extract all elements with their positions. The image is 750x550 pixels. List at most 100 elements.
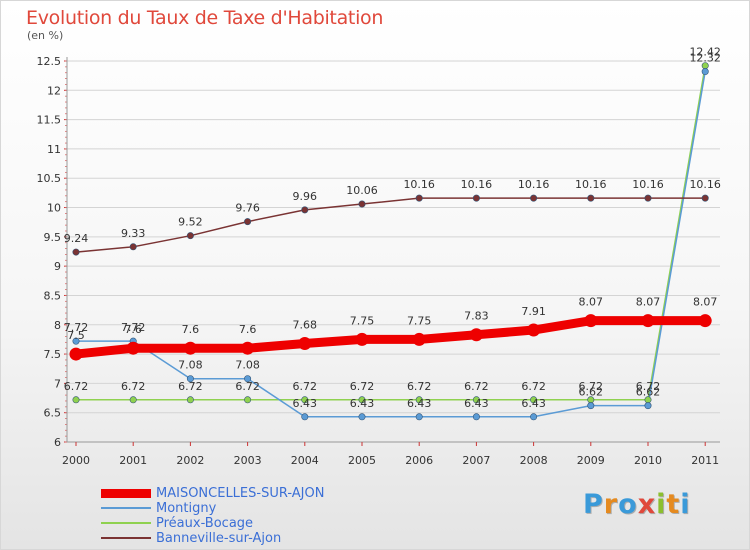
- data-label: 9.33: [121, 227, 146, 240]
- data-label: 10.16: [461, 178, 493, 191]
- data-point: [415, 194, 423, 202]
- data-label: 7.08: [235, 359, 260, 372]
- data-point: [186, 396, 194, 404]
- series-line-maisoncelles-sur-ajon: [71, 316, 710, 359]
- legend-swatch: [101, 522, 151, 524]
- data-label: 10.16: [575, 178, 607, 191]
- data-point: [415, 396, 423, 404]
- data-label: 6.72: [121, 380, 146, 393]
- data-label: 7.6: [124, 323, 142, 336]
- data-point: [244, 396, 252, 404]
- data-label: 6.72: [636, 380, 661, 393]
- data-point: [301, 396, 309, 404]
- data-label: 7.72: [64, 321, 89, 334]
- logo-letter: o: [618, 489, 638, 520]
- data-label: 6.43: [521, 397, 546, 410]
- x-tick-label: 2009: [577, 454, 605, 467]
- data-point: [358, 413, 366, 421]
- data-point: [472, 413, 480, 421]
- data-label: 7.6: [182, 323, 200, 336]
- x-tick-label: 2008: [520, 454, 548, 467]
- data-point: [530, 396, 538, 404]
- data-point: [644, 194, 652, 202]
- data-point: [129, 396, 137, 404]
- legend-swatch: [101, 537, 151, 539]
- data-point: [183, 341, 197, 355]
- series-line-montigny: [75, 70, 706, 418]
- unit-label: (en %): [27, 29, 64, 42]
- data-label: 9.52: [178, 216, 203, 229]
- data-point: [298, 337, 312, 351]
- legend-label: Montigny: [156, 501, 217, 516]
- data-label: 12.42: [689, 46, 721, 59]
- data-label: 7.68: [293, 319, 318, 332]
- legend-swatch: [101, 488, 151, 498]
- y-tick-label: 12.5: [37, 55, 62, 68]
- data-label: 6.62: [579, 386, 604, 399]
- y-tick-label: 6.5: [44, 407, 62, 420]
- y-tick-label: 9.5: [44, 231, 62, 244]
- data-label: 6.62: [636, 386, 661, 399]
- data-label: 7.6: [239, 323, 257, 336]
- data-label: 9.24: [64, 232, 89, 245]
- data-point: [415, 413, 423, 421]
- data-point: [472, 396, 480, 404]
- series-line-pr-aux-bocage: [75, 64, 706, 401]
- x-tick-label: 2001: [119, 454, 147, 467]
- series-line-banneville-sur-ajon: [75, 197, 706, 253]
- y-tick-label: 7: [54, 377, 61, 390]
- legend-label: Préaux-Bocage: [156, 516, 254, 531]
- data-label: 6.72: [64, 380, 89, 393]
- data-label: 8.07: [693, 296, 718, 309]
- data-label: 6.43: [407, 397, 432, 410]
- x-tick-label: 2005: [348, 454, 376, 467]
- y-tick-label: 11: [47, 143, 61, 156]
- data-point: [472, 194, 480, 202]
- data-label: 7.75: [350, 314, 375, 327]
- y-tick-label: 9: [54, 260, 61, 273]
- data-point: [244, 375, 252, 383]
- chart-title: Evolution du Taux de Taxe d'Habitation: [26, 7, 384, 29]
- data-point: [126, 341, 140, 355]
- y-tick-label: 10.5: [37, 172, 62, 185]
- data-point: [301, 206, 309, 214]
- data-point: [644, 402, 652, 410]
- x-tick-label: 2011: [691, 454, 719, 467]
- data-point: [587, 194, 595, 202]
- y-tick-label: 10: [47, 202, 61, 215]
- data-label: 8.07: [579, 296, 604, 309]
- data-point: [584, 314, 598, 328]
- data-label: 6.72: [350, 380, 375, 393]
- data-label: 7.08: [178, 359, 203, 372]
- logo-letter: r: [603, 489, 619, 520]
- y-tick-label: 8: [54, 319, 61, 332]
- x-tick-label: 2010: [634, 454, 662, 467]
- data-point: [301, 413, 309, 421]
- data-point: [469, 328, 483, 342]
- y-tick-label: 6: [54, 436, 61, 449]
- y-tick-label: 7.5: [44, 348, 62, 361]
- data-label: 6.72: [293, 380, 318, 393]
- logo-letter: t: [666, 489, 681, 520]
- data-point: [69, 347, 83, 361]
- data-label: 6.72: [407, 380, 432, 393]
- data-point: [355, 332, 369, 346]
- data-label: 6.43: [350, 397, 375, 410]
- data-point: [530, 413, 538, 421]
- data-point: [701, 194, 709, 202]
- logo-letter: i: [680, 489, 691, 520]
- x-tick-label: 2000: [62, 454, 90, 467]
- data-point: [530, 194, 538, 202]
- data-point: [412, 332, 426, 346]
- x-tick-label: 2006: [405, 454, 433, 467]
- data-label: 10.06: [346, 184, 378, 197]
- legend-label: Banneville-sur-Ajon: [156, 531, 282, 546]
- data-label: 6.72: [235, 380, 260, 393]
- data-label: 12.32: [689, 52, 721, 65]
- y-tick-label: 8.5: [44, 289, 62, 302]
- data-point: [244, 218, 252, 226]
- data-label: 6.43: [293, 397, 318, 410]
- x-tick-label: 2003: [234, 454, 262, 467]
- proxiti-logo: Proxiti: [583, 489, 691, 520]
